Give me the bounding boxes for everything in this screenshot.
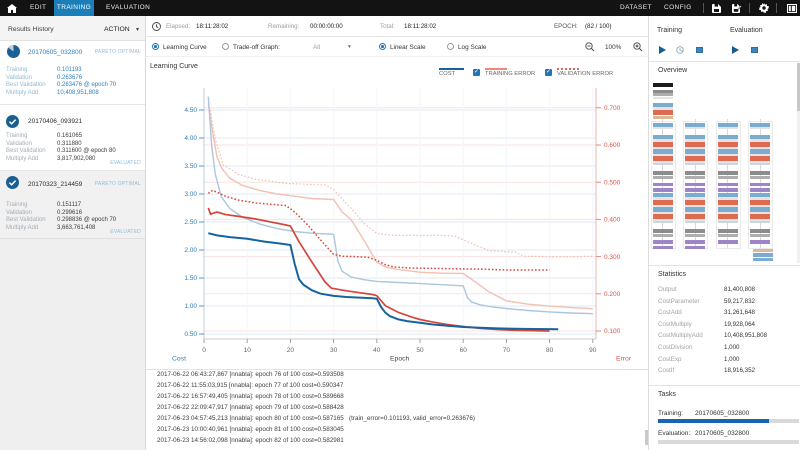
- svg-text:2.00: 2.00: [184, 247, 197, 254]
- svg-text:0.400: 0.400: [604, 217, 621, 224]
- svg-text:1.00: 1.00: [184, 303, 197, 310]
- svg-text:90: 90: [589, 347, 597, 354]
- svg-text:0.500: 0.500: [604, 179, 621, 186]
- svg-text:20: 20: [287, 347, 295, 354]
- svg-text:2.50: 2.50: [184, 219, 197, 226]
- svg-text:60: 60: [460, 347, 468, 354]
- svg-text:30: 30: [330, 347, 338, 354]
- svg-text:10: 10: [244, 347, 252, 354]
- svg-text:4.50: 4.50: [184, 107, 197, 114]
- svg-text:3.00: 3.00: [184, 191, 197, 198]
- svg-text:3.50: 3.50: [184, 163, 197, 170]
- svg-text:40: 40: [373, 347, 381, 354]
- svg-text:0.300: 0.300: [604, 254, 621, 261]
- svg-text:0.700: 0.700: [604, 105, 621, 112]
- svg-text:0.50: 0.50: [184, 331, 197, 338]
- svg-text:50: 50: [416, 347, 424, 354]
- svg-text:Epoch: Epoch: [390, 356, 409, 363]
- svg-text:0: 0: [202, 347, 206, 354]
- svg-text:Cost: Cost: [172, 356, 186, 363]
- svg-text:Error: Error: [616, 356, 632, 363]
- svg-text:0.200: 0.200: [604, 291, 621, 298]
- svg-text:0.100: 0.100: [604, 328, 621, 335]
- svg-text:70: 70: [503, 347, 511, 354]
- svg-text:1.50: 1.50: [184, 275, 197, 282]
- svg-text:4.00: 4.00: [184, 135, 197, 142]
- svg-text:0.600: 0.600: [604, 142, 621, 149]
- svg-text:80: 80: [546, 347, 554, 354]
